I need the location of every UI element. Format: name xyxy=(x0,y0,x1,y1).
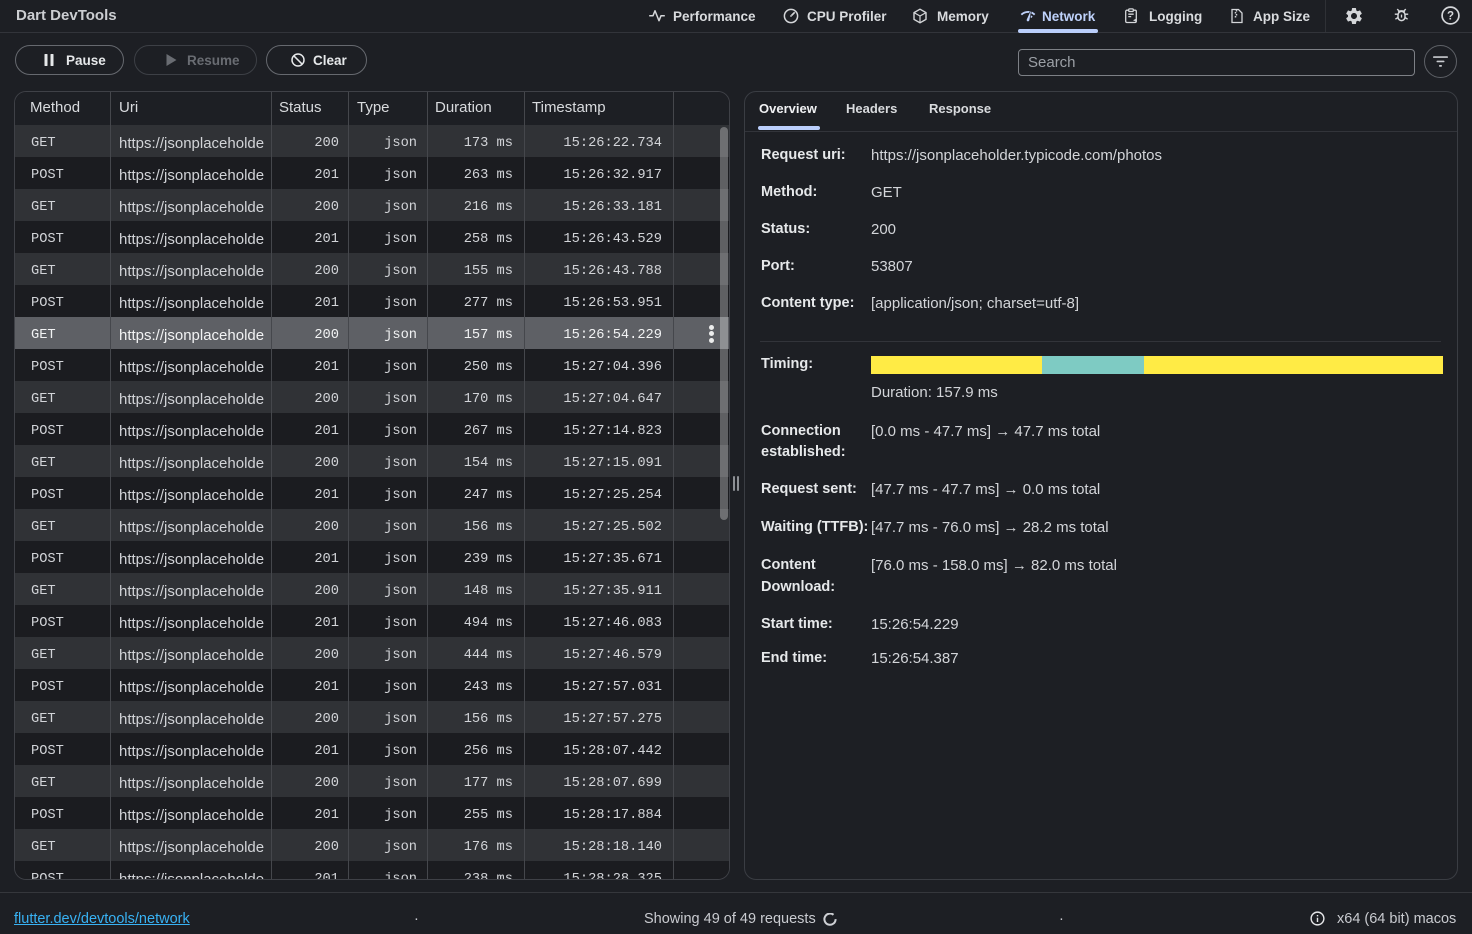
svg-text:?: ? xyxy=(1447,11,1454,23)
